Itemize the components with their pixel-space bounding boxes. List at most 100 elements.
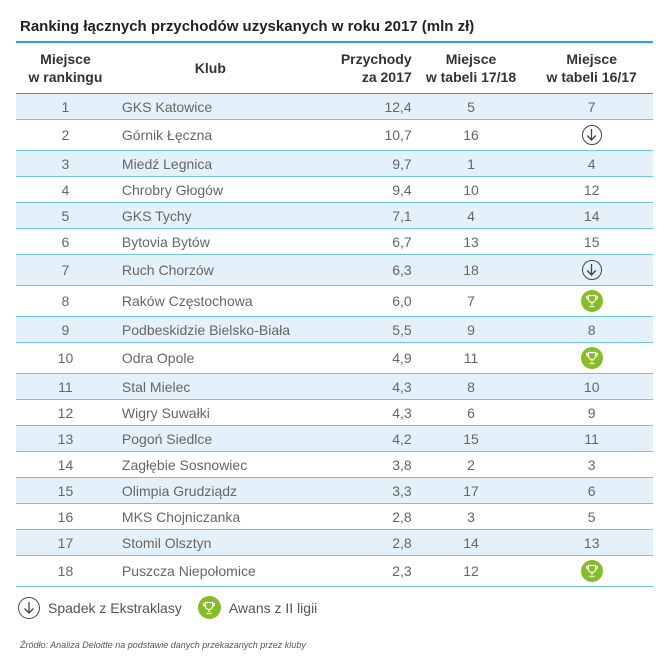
cell-rank: 1 xyxy=(61,98,70,115)
cell-club: Odra Opole xyxy=(121,350,195,366)
cell-table-1617: 15 xyxy=(583,233,600,250)
legend-promoted-label: Awans z II ligii xyxy=(228,599,318,616)
cell-table-1617: 3 xyxy=(587,456,596,473)
table-row: 7 Ruch Chorzów 6,3 18 xyxy=(16,255,653,286)
table-row: 6 Bytovia Bytów 6,7 13 15 xyxy=(16,229,653,255)
header-club: Klub xyxy=(194,60,226,76)
cell-club: Miedź Legnica xyxy=(121,155,213,172)
cell-table-1617-wrap: 3 xyxy=(530,457,653,473)
cell-rank: 12 xyxy=(57,404,74,421)
cell-table-1718: 6 xyxy=(467,404,475,421)
cell-table-1617-wrap: 8 xyxy=(530,322,653,338)
cell-rank: 6 xyxy=(61,233,70,250)
cell-table-1617-wrap: 14 xyxy=(530,208,653,224)
cell-club: Pogoń Siedlce xyxy=(121,430,213,447)
cell-table-1617-wrap xyxy=(530,260,653,280)
cell-table-1718: 15 xyxy=(463,430,479,447)
arrow-down-circle-icon xyxy=(581,260,602,280)
cell-club: MKS Chojniczanka xyxy=(121,508,241,525)
cell-rank: 15 xyxy=(57,482,74,499)
table-row: 10 Odra Opole 4,9 11 xyxy=(16,343,653,374)
cell-table-1617: 14 xyxy=(583,207,600,224)
cell-revenue: 4,3 xyxy=(392,378,412,395)
cell-revenue: 6,0 xyxy=(392,293,412,309)
cell-rank: 5 xyxy=(61,207,70,224)
cell-rank: 7 xyxy=(61,262,70,278)
cell-club: Podbeskidzie Bielsko-Biała xyxy=(121,321,290,338)
cell-table-1617: 13 xyxy=(583,534,600,551)
cell-rank: 18 xyxy=(57,563,74,579)
table-row: 18 Puszcza Niepołomice 2,3 12 xyxy=(16,556,653,587)
cell-club: Bytovia Bytów xyxy=(121,233,210,250)
cell-table-1718: 8 xyxy=(467,378,475,395)
cell-rank: 8 xyxy=(61,293,70,309)
cell-revenue: 4,9 xyxy=(392,350,412,366)
cell-table-1617-wrap: 6 xyxy=(530,483,653,499)
cell-table-1718: 18 xyxy=(463,262,479,278)
table-row: 5 GKS Tychy 7,1 4 14 xyxy=(16,203,653,229)
table-row: 17 Stomil Olsztyn 2,8 14 13 xyxy=(16,530,653,556)
cell-rank: 11 xyxy=(58,378,73,395)
cell-club: Górnik Łęczna xyxy=(121,127,213,143)
cell-table-1718: 16 xyxy=(463,127,479,143)
legend: Spadek z Ekstraklasy Awans z II ligii xyxy=(18,596,317,619)
cell-table-1617-wrap xyxy=(530,347,653,369)
cell-revenue: 9,7 xyxy=(392,155,412,172)
table-row: 4 Chrobry Głogów 9,4 10 12 xyxy=(16,177,653,203)
cell-revenue: 4,2 xyxy=(392,430,412,447)
table-row: 2 Górnik Łęczna 10,7 16 xyxy=(16,120,653,151)
cell-table-1617-wrap: 12 xyxy=(530,182,653,198)
cell-table-1718: 17 xyxy=(463,482,479,499)
cell-rank: 14 xyxy=(57,456,74,473)
cell-table-1718: 14 xyxy=(463,534,479,551)
arrow-down-circle-icon xyxy=(581,125,602,145)
cell-table-1617: 8 xyxy=(587,321,596,338)
cell-revenue: 2,8 xyxy=(392,508,412,525)
cell-rank: 13 xyxy=(57,430,74,447)
source-note: Źródło: Analiza Deloitte na podstawie da… xyxy=(20,640,306,650)
ranking-table: Miejsce w rankingu Klub Przychody za 201… xyxy=(16,41,653,587)
cell-revenue: 3,8 xyxy=(392,456,412,473)
cell-table-1617: 10 xyxy=(583,378,600,395)
cell-table-1617: 4 xyxy=(587,155,596,172)
trophy-icon xyxy=(197,596,221,619)
table-row: 11 Stal Mielec 4,3 8 10 xyxy=(16,374,653,400)
table-row: 15 Olimpia Grudziądz 3,3 17 6 xyxy=(16,478,653,504)
cell-revenue: 10,7 xyxy=(384,127,412,143)
cell-club: Stal Mielec xyxy=(121,378,191,395)
cell-club: GKS Katowice xyxy=(121,98,213,115)
cell-revenue: 12,4 xyxy=(384,98,412,115)
cell-revenue: 7,1 xyxy=(392,207,412,224)
cell-table-1617: 6 xyxy=(587,482,596,499)
cell-table-1718: 1 xyxy=(467,155,475,172)
table-row: 1 GKS Katowice 12,4 5 7 xyxy=(16,94,653,120)
cell-table-1617-wrap: 5 xyxy=(530,509,653,525)
cell-rank: 4 xyxy=(61,181,70,198)
cell-rank: 10 xyxy=(57,350,74,366)
cell-table-1718: 5 xyxy=(467,98,475,115)
cell-club: Raków Częstochowa xyxy=(121,293,253,309)
cell-revenue: 5,5 xyxy=(392,321,412,338)
arrow-down-circle-icon xyxy=(18,596,40,619)
cell-revenue: 9,4 xyxy=(392,181,412,198)
cell-table-1718: 3 xyxy=(467,508,475,525)
cell-revenue: 3,3 xyxy=(392,482,412,499)
cell-table-1718: 12 xyxy=(463,563,479,579)
trophy-icon xyxy=(580,347,603,369)
cell-rank: 3 xyxy=(61,155,70,172)
trophy-icon xyxy=(580,560,603,582)
cell-rank: 9 xyxy=(61,321,70,338)
cell-revenue: 6,3 xyxy=(392,262,412,278)
cell-table-1617-wrap: 7 xyxy=(530,99,653,115)
cell-revenue: 4,3 xyxy=(392,404,412,421)
cell-table-1718: 7 xyxy=(467,293,475,309)
trophy-icon xyxy=(580,290,603,312)
cell-table-1718: 10 xyxy=(463,181,479,198)
cell-table-1617-wrap: 10 xyxy=(530,379,653,395)
cell-rank: 17 xyxy=(57,534,74,551)
cell-club: Puszcza Niepołomice xyxy=(121,563,256,579)
cell-table-1617-wrap xyxy=(530,125,653,145)
legend-relegated-label: Spadek z Ekstraklasy xyxy=(48,599,182,616)
cell-revenue: 6,7 xyxy=(392,233,412,250)
table-body: 1 GKS Katowice 12,4 5 7 2 Górnik Łęczna 10,7 16 3… xyxy=(16,94,653,587)
